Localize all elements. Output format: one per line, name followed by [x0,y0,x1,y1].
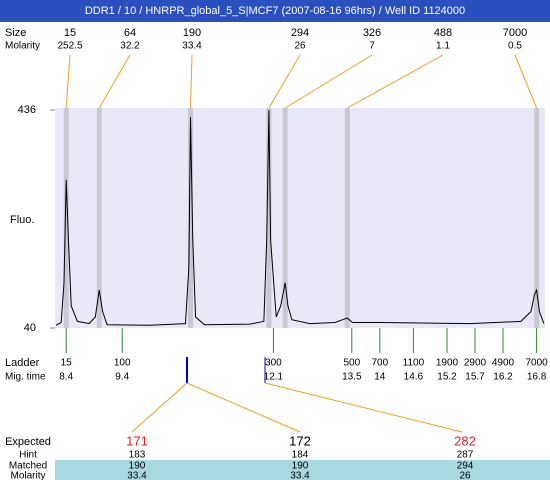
hint-value: 183 [129,450,146,461]
ladder-time: 14 [374,372,386,383]
ladder-size: 4900 [492,358,515,369]
ladder-time: 14.6 [404,372,424,383]
ladder-size: 7000 [525,358,548,369]
size-header: Size [5,27,26,39]
mig-time-label: Mig. time [5,372,46,383]
row-label: Expected [5,436,51,448]
hint-value: 287 [457,450,474,461]
matched-value: 294 [457,461,474,472]
ladder-time: 15.7 [465,372,485,383]
ladder-size: 15 [61,358,73,369]
molarity-header: Molarity [5,41,40,52]
peak-band [96,108,102,328]
peak-size: 64 [124,27,136,39]
peak-size: 190 [183,27,201,39]
trace [55,109,545,326]
connector [264,382,463,433]
peak-size: 488 [434,27,452,39]
peak-molarity: 1.1 [436,41,450,52]
plot-area [55,108,545,328]
peak-band [188,108,194,328]
molarity-value: 33.4 [127,471,147,480]
peak-connector [190,54,193,109]
y-axis-label: Fluo. [10,214,34,226]
ladder-time: 16.8 [527,372,547,383]
peak-connector [514,54,538,109]
ladder-size: 100 [114,358,131,369]
ladder-size: 700 [371,358,388,369]
row-label: Molarity [10,471,45,480]
ladder-size: 2900 [464,358,487,369]
peak-connector [347,54,444,109]
expected-value: 171 [126,433,148,448]
matched-value: 190 [292,461,309,472]
ladder-time: 12.1 [264,372,284,383]
connector [131,382,188,433]
peak-size: 326 [363,27,381,39]
molarity-value: 33.4 [290,471,310,480]
title-bar [0,0,550,22]
peak-molarity: 32.2 [120,41,140,52]
peak-size: 15 [64,27,76,39]
peak-size: 294 [291,27,309,39]
peak-molarity: 252.5 [57,41,82,52]
expected-value: 172 [289,433,311,448]
matched-band [55,460,550,480]
peak-band [63,108,69,328]
peak-connector [65,54,71,109]
hint-value: 184 [292,450,309,461]
peak-band [534,108,540,328]
ladder-label: Ladder [5,357,40,369]
peak-molarity: 33.4 [182,41,202,52]
y-tick-label: 40 [24,322,36,334]
ladder-time: 8.4 [59,372,73,383]
ladder-time: 9.4 [115,372,129,383]
matched-value: 190 [129,461,146,472]
peak-connector [98,54,131,109]
peak-connector [284,54,373,109]
expected-value: 282 [454,433,476,448]
ladder-time: 15.2 [437,372,457,383]
peak-size: 7000 [503,27,527,39]
ladder-size: 1100 [403,358,425,369]
connector [186,382,301,433]
ladder-time: 13.5 [342,372,362,383]
chart-title: DDR1 / 10 / HNRPR_global_5_S|MCF7 (2007-… [85,5,465,17]
molarity-value: 26 [459,471,471,480]
y-tick-label: 436 [18,104,36,116]
peak-band [344,108,350,328]
peak-band [266,108,272,328]
ladder-size: 500 [343,358,360,369]
row-label: Hint [19,450,37,461]
peak-connector [268,54,301,109]
peak-band [282,108,288,328]
peak-molarity: 0.5 [508,41,522,52]
peak-molarity: 7 [369,41,375,52]
peak-molarity: 26 [294,41,306,52]
ladder-size: 1900 [436,358,459,369]
ladder-time: 16.2 [493,372,513,383]
ladder-size: 300 [265,358,282,369]
row-label: Matched [9,461,47,472]
